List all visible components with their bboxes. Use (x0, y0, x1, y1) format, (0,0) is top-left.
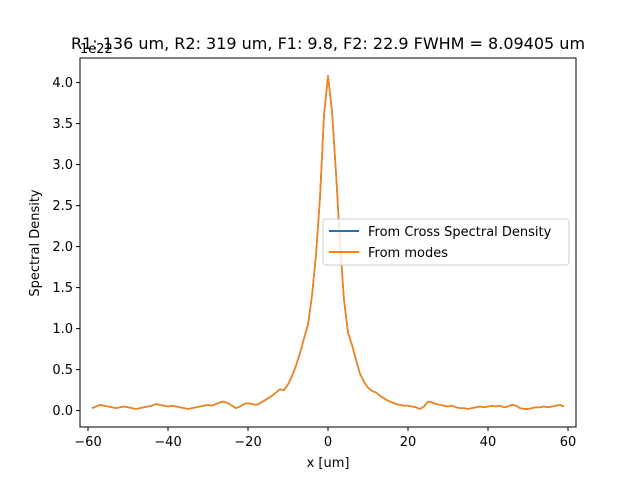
y-tick-label: 0.5 (52, 363, 73, 378)
x-tick-label: 0 (324, 435, 332, 450)
legend-label-cross-spectral-density: From Cross Spectral Density (368, 225, 552, 240)
y-tick-label: 3.0 (52, 158, 73, 173)
y-axis-label: Spectral Density (28, 189, 43, 297)
x-axis-label: x [um] (307, 456, 350, 471)
x-tick-label: 60 (560, 435, 577, 450)
y-tick-label: 4.0 (52, 76, 73, 91)
y-tick-label: 2.5 (52, 199, 73, 214)
y-tick-label: 1.0 (52, 322, 73, 337)
x-tick-label: −40 (154, 435, 181, 450)
y-tick-label: 3.5 (52, 117, 73, 132)
x-tick-label: 20 (400, 435, 417, 450)
y-axis-ticks: 0.0 0.5 1.0 1.5 2.0 2.5 3.0 3.5 4.0 (52, 76, 80, 419)
x-tick-label: 40 (480, 435, 497, 450)
y-tick-label: 0.0 (52, 404, 73, 419)
y-tick-label: 1.5 (52, 281, 73, 296)
series-line-from-modes (91, 75, 565, 410)
x-tick-label: −60 (74, 435, 101, 450)
legend-label-from-modes: From modes (368, 246, 448, 261)
x-tick-label: −20 (234, 435, 261, 450)
x-axis-ticks: −60 −40 −20 0 20 40 60 (74, 427, 576, 450)
series-layer (91, 75, 565, 410)
chart-title: R1: 136 um, R2: 319 um, F1: 9.8, F2: 22.… (71, 34, 585, 53)
legend-box (322, 218, 570, 266)
y-axis-offset-text: 1e22 (80, 42, 113, 57)
y-tick-label: 2.0 (52, 240, 73, 255)
legend: From Cross Spectral Density From modes (322, 218, 570, 266)
